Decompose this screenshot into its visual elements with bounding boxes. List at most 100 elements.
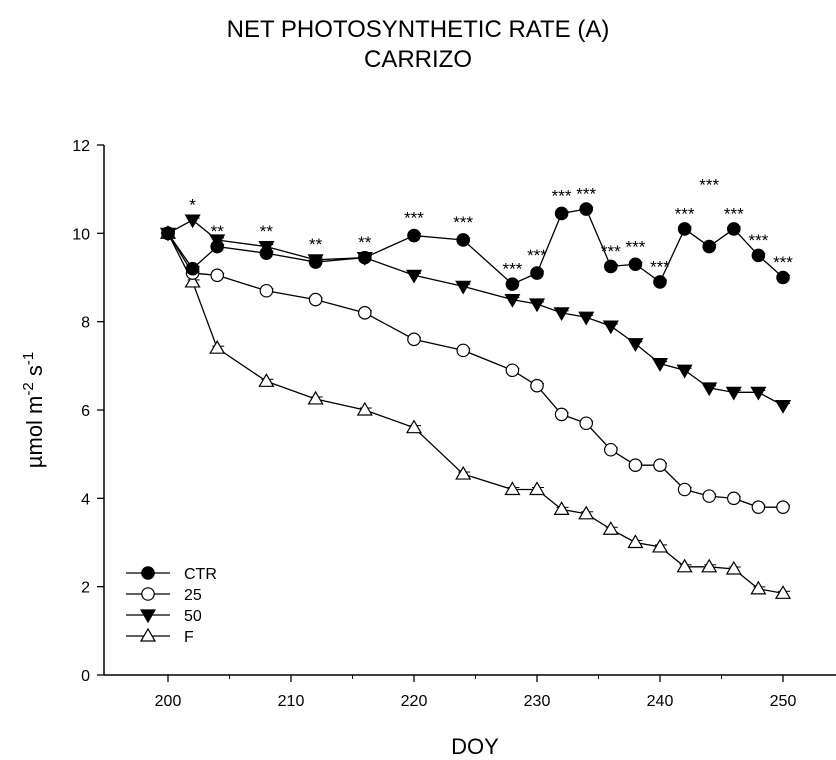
series-25-point	[407, 332, 421, 347]
series-25-point	[357, 306, 372, 320]
series-25-point	[530, 378, 544, 393]
series-ctr-point	[161, 226, 175, 241]
series-25-point	[554, 407, 569, 422]
series-f-point	[774, 585, 792, 599]
series-25-point	[259, 283, 274, 298]
significance-label: **	[260, 222, 274, 241]
series-ctr-point	[603, 259, 618, 274]
series-50-point	[184, 214, 201, 229]
y-axis-label-mid: s	[22, 365, 47, 382]
significance-label: ***	[724, 204, 744, 223]
series-50-point	[528, 298, 546, 313]
significance-label: **	[211, 222, 225, 241]
significance-label: ***	[773, 253, 793, 272]
x-tick-label: 220	[401, 693, 428, 710]
significance-label: ***	[552, 187, 572, 206]
series-50-point	[553, 307, 570, 322]
y-axis-label-exp2: -1	[20, 352, 37, 365]
series-f-point	[676, 558, 693, 573]
y-tick-label: 2	[81, 580, 90, 597]
axes: 0 2 4 6 8 10 12 200 210 220 230 240 250	[72, 138, 836, 710]
series-f-point	[528, 481, 546, 496]
series-50-point	[405, 269, 423, 284]
y-tick-label: 0	[81, 668, 90, 685]
significance-label: ***	[625, 237, 645, 256]
series-50-point	[725, 386, 742, 401]
legend-label: 25	[184, 587, 202, 604]
series-25-point	[653, 458, 667, 473]
series-f-point	[725, 560, 742, 575]
series-ctr-point	[726, 222, 741, 236]
series-25-point	[776, 500, 790, 514]
series-25-point	[726, 491, 741, 506]
series-ctr-point	[677, 222, 692, 236]
y-axis-label-exp1: -2	[20, 382, 37, 395]
legend: CTR 25 50 F	[126, 566, 217, 646]
legend-marker	[139, 609, 157, 624]
x-tick-label: 230	[524, 693, 551, 710]
series-ctr-point	[505, 277, 520, 291]
series-ctr-point	[751, 248, 766, 263]
series-ctr-point	[653, 275, 667, 289]
series-f-point	[750, 580, 767, 595]
series-50-point	[455, 280, 472, 295]
x-axis-label: DOY	[451, 734, 499, 759]
data-points	[159, 202, 792, 599]
y-tick-label: 4	[81, 491, 90, 508]
series-25-line	[167, 232, 783, 508]
series-50-point	[651, 358, 669, 372]
series-25-point	[579, 416, 593, 431]
series-ctr-point	[554, 206, 569, 221]
series-ctr-point	[456, 233, 470, 247]
series-50-point	[504, 293, 521, 308]
series-f-point	[307, 390, 324, 405]
series-50-point	[750, 386, 767, 401]
series-25-point	[456, 343, 470, 358]
series-f-point	[209, 339, 226, 354]
y-axis-label: µmol m-2 s-1	[20, 352, 47, 468]
chart-title: NET PHOTOSYNTHETIC RATE (A)	[226, 16, 610, 43]
significance-label: **	[358, 233, 372, 252]
significance-annotations: *** **** ***** ************ ****** **********…	[189, 176, 793, 279]
significance-label: ***	[650, 257, 670, 276]
series-ctr-point	[702, 239, 716, 254]
series-f-point	[405, 419, 423, 434]
series-25-point	[308, 292, 323, 307]
series-50-point	[627, 338, 644, 352]
significance-label: ***	[404, 209, 424, 228]
legend-label: CTR	[184, 566, 217, 583]
series-f-point	[578, 505, 595, 520]
series-50-point	[774, 399, 792, 414]
series-25-point	[210, 268, 224, 283]
y-tick-label: 8	[81, 315, 90, 332]
significance-label: ***	[601, 242, 621, 261]
series-f-line	[167, 233, 784, 594]
legend-marker	[139, 627, 157, 642]
series-50-point	[578, 311, 595, 326]
series-ctr-point	[579, 202, 593, 216]
chart-subtitle: CARRIZO	[364, 46, 472, 73]
series-ctr-point	[357, 250, 372, 265]
legend-marker	[141, 587, 155, 601]
series-f-point	[455, 465, 472, 480]
x-tick-label: 250	[770, 693, 797, 710]
series-50-point	[701, 382, 718, 397]
series-ctr-point	[210, 239, 224, 254]
significance-label: ***	[576, 184, 596, 203]
y-tick-label: 10	[72, 226, 90, 243]
series-ctr-point	[259, 246, 274, 261]
y-axis-label-base: µmol m	[22, 396, 47, 469]
series-f-point	[701, 558, 718, 573]
series-25-point	[751, 500, 766, 514]
series-25-point	[677, 482, 692, 497]
significance-label: ***	[675, 204, 695, 223]
series-f-point	[258, 373, 275, 387]
x-tick-label: 200	[155, 693, 182, 710]
series-25-point	[505, 363, 520, 378]
series-f-point	[553, 501, 570, 515]
y-tick-label: 12	[72, 138, 90, 155]
series-ctr-point	[628, 257, 643, 272]
series-f-point	[184, 273, 201, 288]
significance-label: *	[189, 195, 196, 214]
